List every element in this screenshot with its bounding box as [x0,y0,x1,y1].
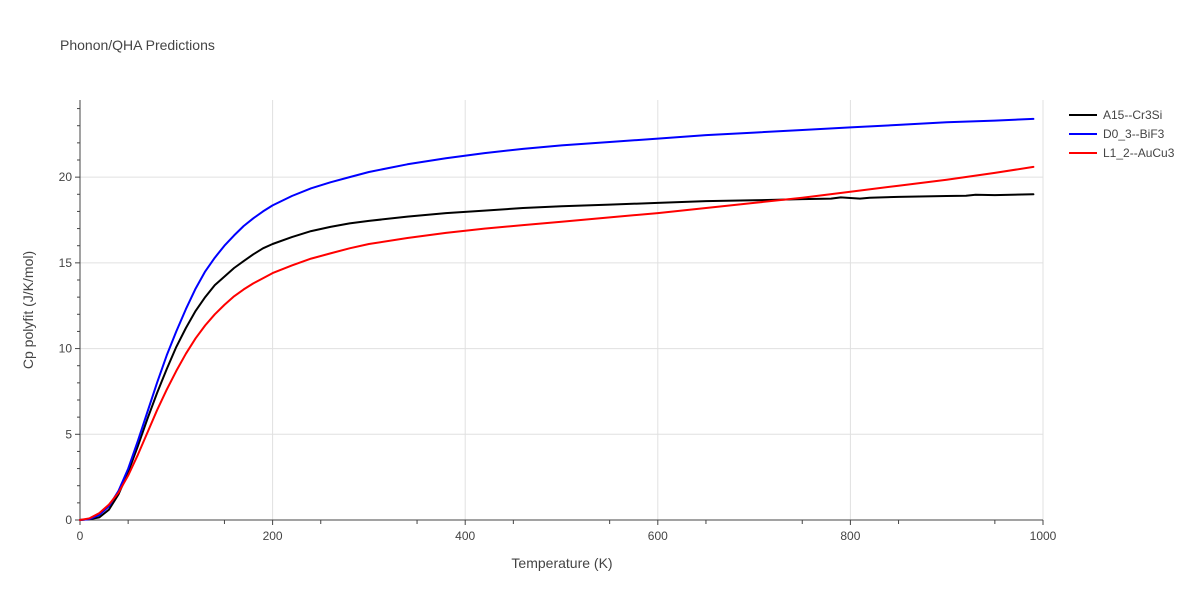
x-tick-label: 200 [263,529,283,543]
grid-layer [80,100,1044,520]
legend-item-1[interactable]: D0_3--BiF3 [1069,127,1165,141]
x-tick-label: 800 [840,529,860,543]
y-axis-title: Cp polyfit (J/K/mol) [20,251,36,369]
axes-layer: 0 200 400 600 800 1000 0 5 10 15 20 [59,100,1057,543]
x-axis-title: Temperature (K) [511,555,612,571]
legend-item-2[interactable]: L1_2--AuCu3 [1069,146,1175,160]
series-line-2[interactable] [79,165,1035,521]
y-tick-label: 10 [59,342,73,356]
legend-label: A15--Cr3Si [1103,108,1162,122]
x-tick-label: 0 [77,529,84,543]
y-tick-label: 20 [59,170,73,184]
series-line-0[interactable] [79,193,1035,521]
y-tick-label: 15 [59,256,73,270]
legend[interactable]: A15--Cr3Si D0_3--BiF3 L1_2--AuCu3 [1069,108,1175,160]
legend-label: L1_2--AuCu3 [1103,146,1175,160]
series-line-1[interactable] [79,117,1035,521]
legend-item-0[interactable]: A15--Cr3Si [1069,108,1162,122]
x-tick-label: 600 [648,529,668,543]
y-tick-label: 5 [65,427,72,441]
legend-label: D0_3--BiF3 [1103,127,1165,141]
chart-title: Phonon/QHA Predictions [60,37,215,53]
series-layer [79,117,1035,521]
y-tick-label: 0 [65,513,72,527]
x-tick-label: 1000 [1030,529,1057,543]
x-tick-label: 400 [455,529,475,543]
